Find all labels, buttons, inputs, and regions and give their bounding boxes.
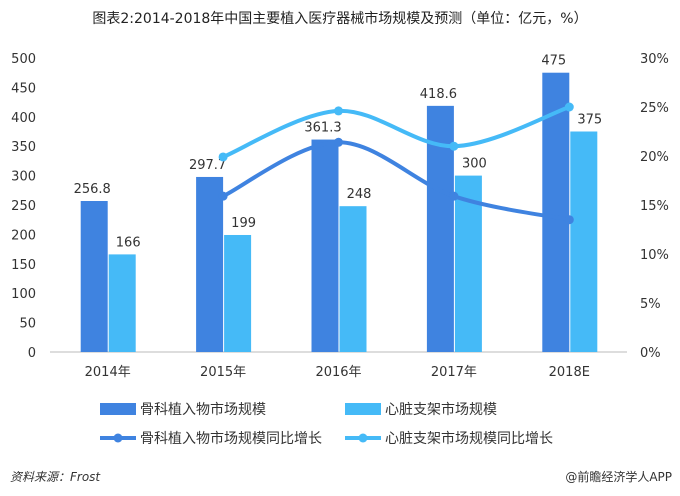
left-tick-label: 450 xyxy=(11,81,36,96)
left-tick-label: 100 xyxy=(11,287,36,302)
line-orthopedic-growth xyxy=(222,140,570,222)
data-label: 361.3 xyxy=(304,121,341,136)
bar-orthopedic xyxy=(80,201,108,352)
left-tick-label: 150 xyxy=(11,258,36,273)
data-label: 475 xyxy=(541,54,566,69)
legend-label: 骨科植入物市场规模 xyxy=(140,401,266,418)
point-cardiac-stent-growth xyxy=(334,106,343,116)
data-label: 166 xyxy=(116,235,141,250)
left-tick-label: 500 xyxy=(11,52,36,67)
right-tick-label: 20% xyxy=(640,150,669,165)
legend-label: 骨科植入物市场规模同比增长 xyxy=(140,430,322,447)
data-label: 199 xyxy=(231,216,256,231)
data-label: 300 xyxy=(462,157,487,172)
data-label: 418.6 xyxy=(420,87,457,102)
left-tick-label: 200 xyxy=(11,228,36,243)
right-tick-label: 30% xyxy=(640,52,669,67)
x-tick-label: 2018E xyxy=(549,365,590,380)
right-tick-label: 10% xyxy=(640,248,669,263)
bar-orthopedic xyxy=(311,139,339,352)
left-tick-label: 0 xyxy=(28,346,36,361)
point-cardiac-stent-growth xyxy=(218,152,228,162)
bar-cardiac-stent xyxy=(224,234,252,352)
data-label: 297.7 xyxy=(189,158,226,173)
data-label: 248 xyxy=(347,187,372,202)
right-tick-label: 25% xyxy=(640,101,669,116)
left-tick-label: 400 xyxy=(11,111,36,126)
bar-orthopedic xyxy=(196,176,224,352)
point-orthopedic-growth xyxy=(218,191,228,201)
bar-cardiac-stent xyxy=(108,254,136,352)
point-orthopedic-growth xyxy=(449,191,459,201)
data-label: 256.8 xyxy=(74,182,111,197)
bar-orthopedic xyxy=(542,72,570,352)
brand-label: @前瞻经济学人APP xyxy=(565,470,672,484)
left-tick-label: 250 xyxy=(11,199,36,214)
legend-label: 心脏支架市场规模同比增长 xyxy=(385,430,553,447)
data-label: 375 xyxy=(577,113,602,128)
point-cardiac-stent-growth xyxy=(564,102,574,112)
legend-marker xyxy=(113,433,123,443)
x-tick-label: 2016年 xyxy=(315,365,361,380)
left-tick-label: 350 xyxy=(11,140,36,155)
x-tick-label: 2017年 xyxy=(431,365,477,380)
point-orthopedic-growth xyxy=(334,137,343,147)
right-tick-label: 0% xyxy=(640,346,661,361)
bar-cardiac-stent xyxy=(339,206,367,352)
bar-cardiac-stent xyxy=(570,131,598,352)
right-tick-label: 5% xyxy=(640,297,661,312)
chart-title: 图表2:2014-2018年中国主要植入医疗器械市场规模及预测（单位：亿元，%） xyxy=(92,11,588,27)
x-tick-label: 2015年 xyxy=(200,365,246,380)
left-tick-label: 50 xyxy=(19,317,36,332)
legend-swatch xyxy=(100,403,136,415)
x-tick-label: 2014年 xyxy=(85,365,131,380)
source-note: 资料来源：Frost xyxy=(10,470,101,484)
legend-swatch xyxy=(345,403,381,415)
legend-label: 心脏支架市场规模 xyxy=(385,401,497,418)
legend-marker xyxy=(358,433,368,443)
line-cardiac-stent-growth xyxy=(222,105,570,159)
point-cardiac-stent-growth xyxy=(449,141,459,151)
left-tick-label: 300 xyxy=(11,170,36,185)
bar-cardiac-stent xyxy=(454,175,482,352)
right-tick-label: 15% xyxy=(640,199,669,214)
point-orthopedic-growth xyxy=(564,215,574,225)
